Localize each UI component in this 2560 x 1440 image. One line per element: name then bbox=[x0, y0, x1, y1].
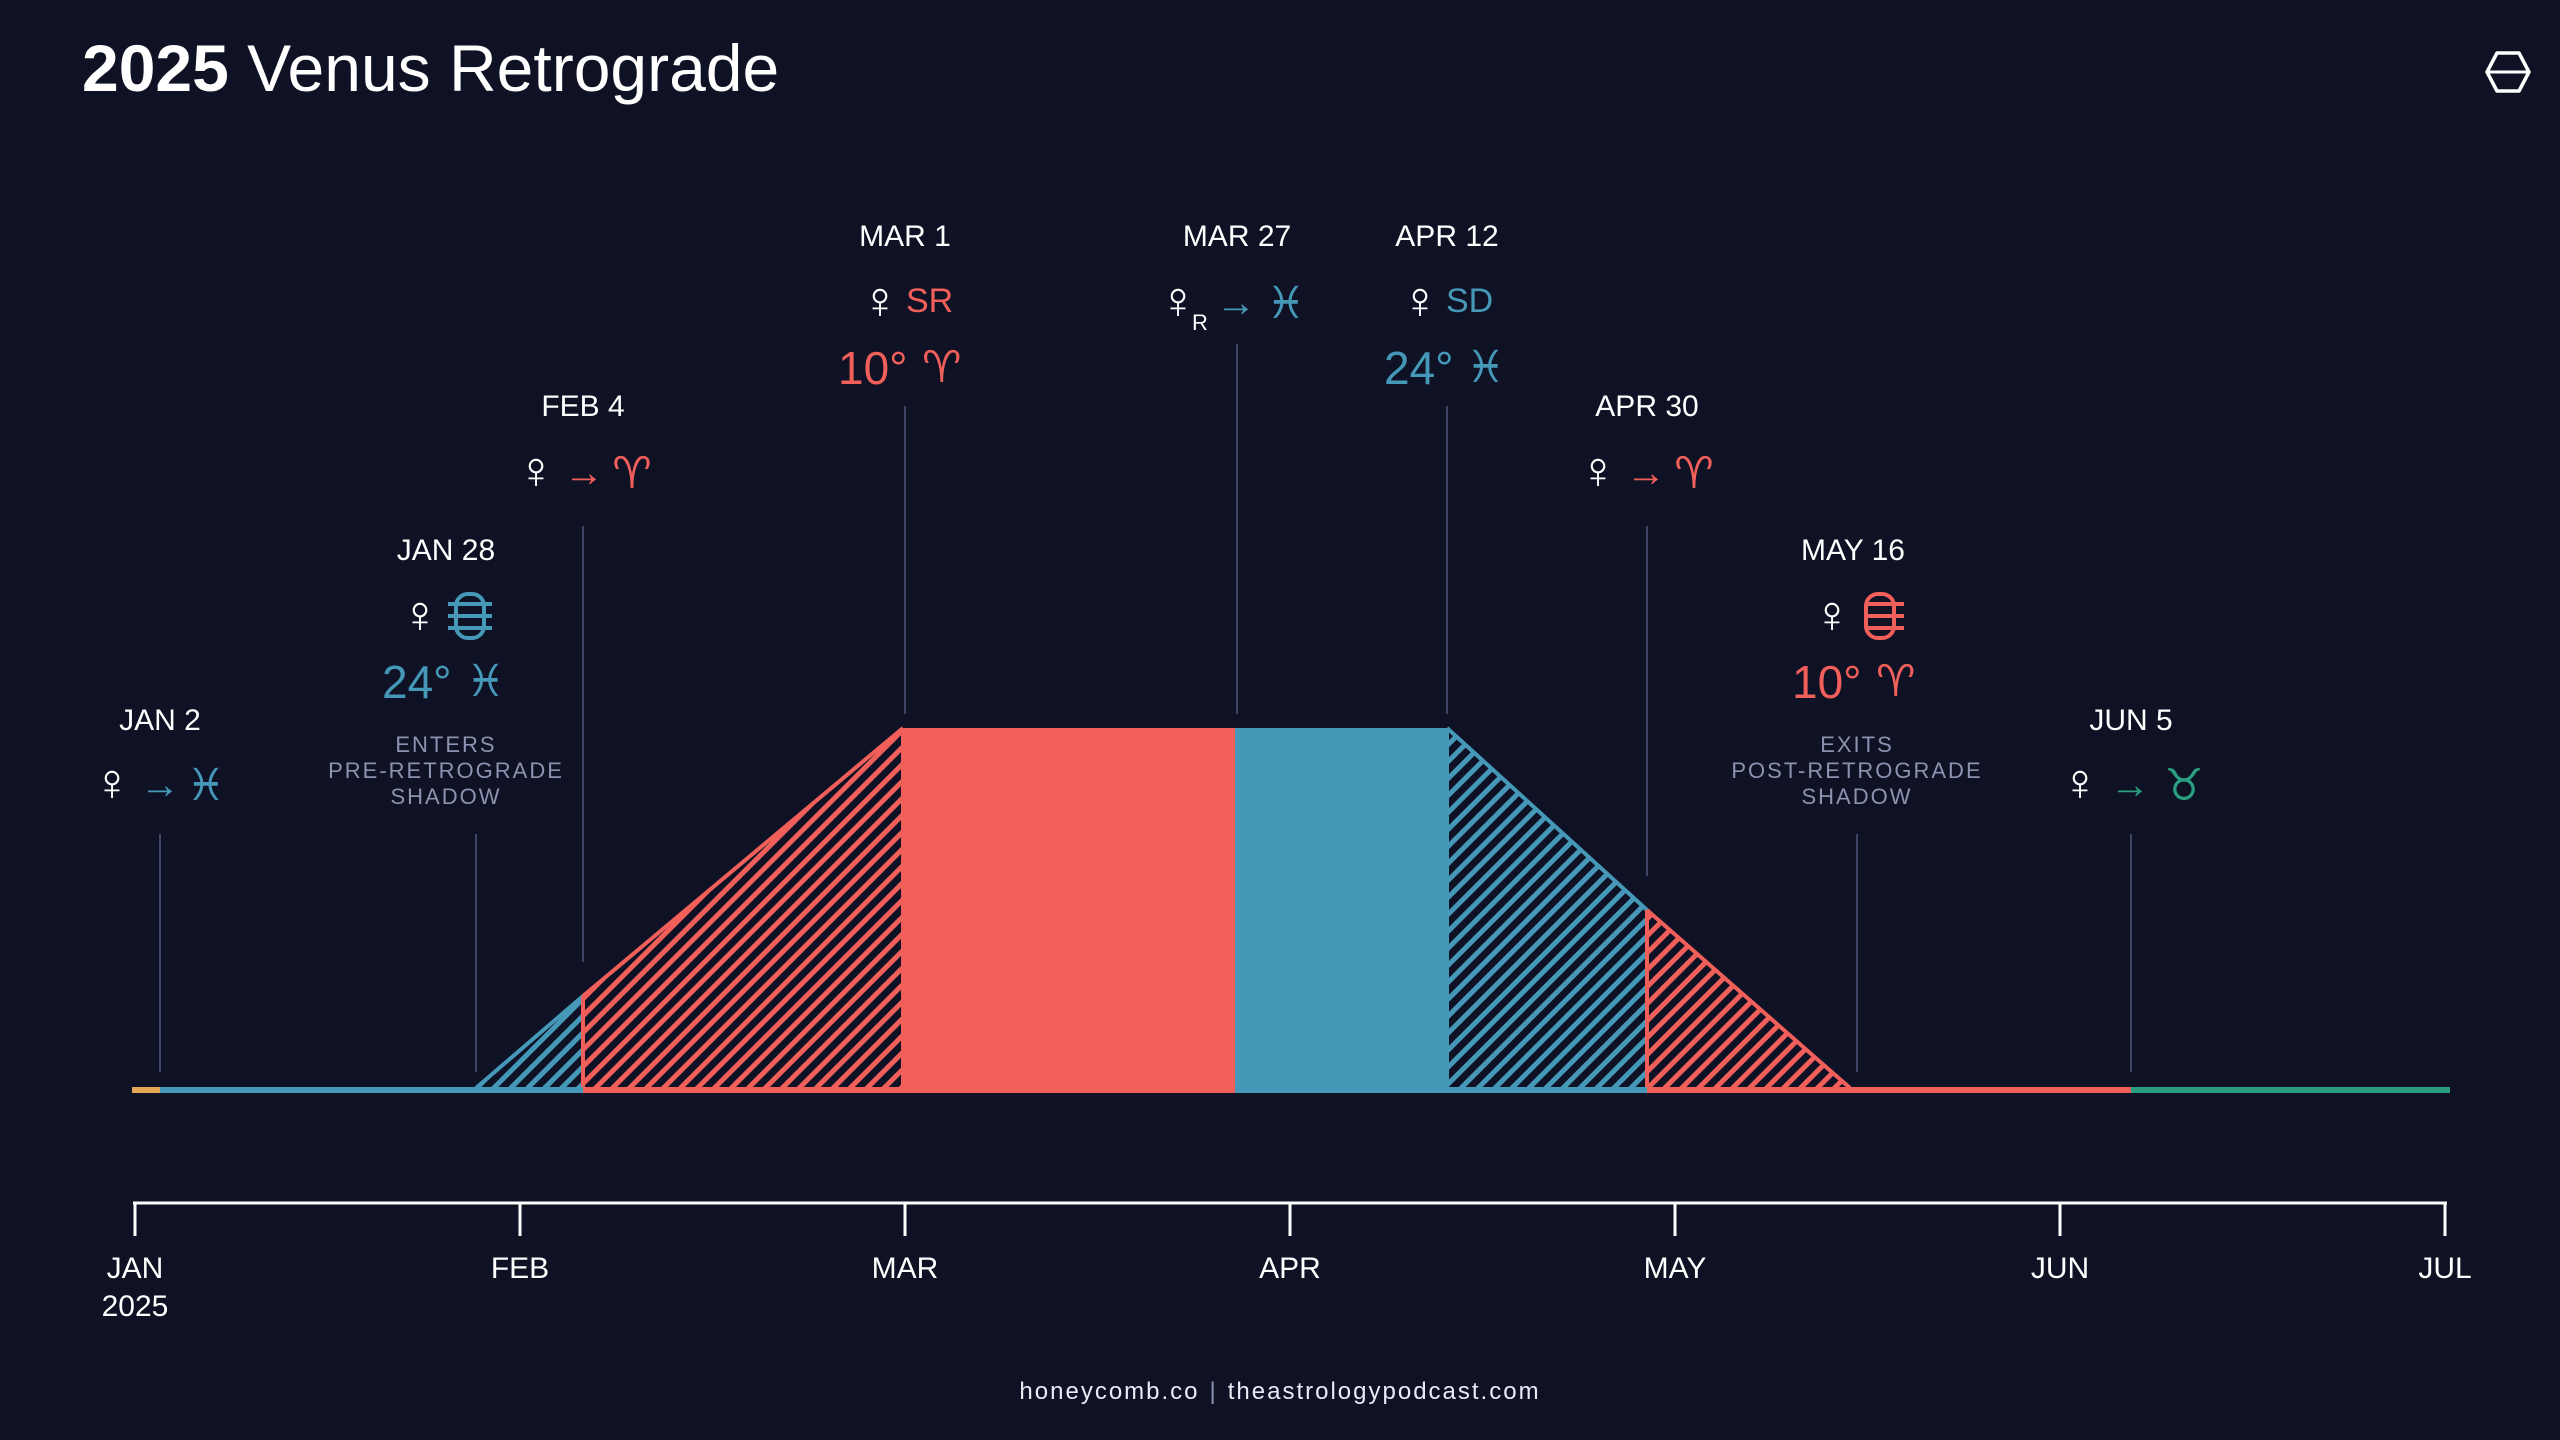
month-label-jul: JUL bbox=[2418, 1252, 2471, 1285]
event-labels: JAN 2 ♀ → ♓ JAN 28 ♀ 24° ♓ ENTERS PRE-RE… bbox=[93, 220, 2204, 812]
venus-icon: ♀ bbox=[1813, 586, 1852, 644]
title-year: 2025 bbox=[82, 31, 229, 105]
venus-retrograde-icon: ♀ bbox=[1159, 272, 1198, 330]
event-date: MAY 16 bbox=[1801, 534, 1905, 567]
event-note-line: SHADOW bbox=[1802, 784, 1913, 809]
aries-icon: ♈ bbox=[1674, 449, 1713, 498]
event-date: JUN 5 bbox=[2089, 704, 2172, 737]
venus-icon: ♀ bbox=[401, 586, 440, 644]
title-text: Venus Retrograde bbox=[247, 31, 780, 105]
event-date: FEB 4 bbox=[541, 390, 624, 423]
pre-shadow-edge-blue bbox=[474, 994, 585, 1090]
pisces-icon: ♓ bbox=[186, 761, 225, 810]
pisces-icon: ♓ bbox=[1466, 343, 1505, 392]
event-date: JAN 2 bbox=[119, 704, 201, 737]
pisces-icon: ♓ bbox=[1266, 279, 1305, 328]
retrograde-shape bbox=[474, 726, 1852, 1090]
event-date: APR 30 bbox=[1595, 390, 1698, 423]
event-degree: 10° bbox=[838, 342, 908, 394]
arrow-icon: → bbox=[1216, 281, 1256, 325]
month-axis: JAN 2025 FEB MAR APR MAY JUN JUL bbox=[102, 1201, 2472, 1323]
event-date: APR 12 bbox=[1395, 220, 1498, 253]
axis-ticks bbox=[133, 1203, 2447, 1236]
station-status: SR bbox=[906, 282, 953, 320]
post-shadow-pisces-hatch bbox=[1447, 728, 1647, 1088]
footer-separator: | bbox=[1209, 1378, 1218, 1405]
month-label-jan: JAN bbox=[107, 1252, 164, 1285]
arrow-icon: → bbox=[564, 451, 604, 495]
event-date: MAR 27 bbox=[1183, 220, 1291, 253]
event-mar1: MAR 1 ♀ SR 10° ♈ bbox=[838, 220, 961, 394]
aries-icon: ♈ bbox=[1876, 657, 1915, 706]
event-feb4: FEB 4 ♀ → ♈ bbox=[517, 390, 652, 500]
aries-icon: ♈ bbox=[922, 343, 961, 392]
month-label-apr: APR bbox=[1259, 1252, 1321, 1285]
venus-icon: ♀ bbox=[861, 272, 900, 330]
event-jun5: JUN 5 ♀ → ♉ bbox=[2061, 704, 2204, 812]
event-apr30: APR 30 ♀ → ♈ bbox=[1579, 390, 1714, 500]
arrow-icon: → bbox=[2110, 763, 2150, 807]
event-jan28: JAN 28 ♀ 24° ♓ ENTERS PRE-RETROGRADE SHA… bbox=[328, 534, 564, 809]
event-date: MAR 1 bbox=[859, 220, 951, 253]
month-label-may: MAY bbox=[1644, 1252, 1707, 1285]
retrograde-subscript: R bbox=[1192, 310, 1208, 335]
venus-icon: ♀ bbox=[93, 754, 132, 812]
event-note-line: SHADOW bbox=[391, 784, 502, 809]
honeycomb-logo-icon bbox=[2485, 51, 2531, 93]
event-jan2: JAN 2 ♀ → ♓ bbox=[93, 704, 226, 812]
venus-icon: ♀ bbox=[1579, 442, 1618, 500]
retrograde-aries-block bbox=[903, 728, 1235, 1088]
event-date: JAN 28 bbox=[397, 534, 495, 567]
event-degree: 10° bbox=[1792, 656, 1862, 708]
retrograde-pisces-block bbox=[1235, 728, 1447, 1088]
event-degree: 24° bbox=[1384, 342, 1454, 394]
event-note-line: EXITS bbox=[1820, 732, 1894, 757]
footer-link-astrology-podcast[interactable]: theastrologypodcast.com bbox=[1227, 1378, 1541, 1405]
event-note-line: POST-RETROGRADE bbox=[1731, 758, 1982, 783]
post-shadow-edge-red bbox=[1645, 908, 1852, 1090]
month-label-mar: MAR bbox=[872, 1252, 939, 1285]
event-mar27: MAR 27 ♀ R → ♓ bbox=[1159, 220, 1306, 335]
event-note-line: PRE-RETROGRADE bbox=[328, 758, 564, 783]
event-apr12: APR 12 ♀ SD 24° ♓ bbox=[1384, 220, 1505, 394]
venus-icon: ♀ bbox=[517, 442, 556, 500]
year-label: 2025 bbox=[102, 1290, 169, 1323]
aries-icon: ♈ bbox=[612, 449, 651, 498]
footer-link-honeycomb[interactable]: honeycomb.co bbox=[1019, 1378, 1200, 1405]
venus-icon: ♀ bbox=[2061, 754, 2100, 812]
taurus-icon: ♉ bbox=[2164, 761, 2203, 810]
shadow-exit-icon bbox=[1864, 592, 1904, 640]
pre-shadow-aries-hatch bbox=[583, 728, 903, 1088]
pisces-icon: ♓ bbox=[466, 657, 505, 706]
month-label-jun: JUN bbox=[2031, 1252, 2089, 1285]
station-status: SD bbox=[1446, 282, 1493, 320]
month-label-feb: FEB bbox=[491, 1252, 549, 1285]
venus-icon: ♀ bbox=[1401, 272, 1440, 330]
pre-shadow-edge-red bbox=[581, 726, 905, 998]
footer-credits: honeycomb.co | theastrologypodcast.com bbox=[0, 1378, 2560, 1406]
event-degree: 24° bbox=[382, 656, 452, 708]
post-shadow-edge-blue bbox=[1445, 726, 1649, 912]
arrow-icon: → bbox=[1626, 451, 1666, 495]
event-note-line: ENTERS bbox=[395, 732, 496, 757]
shadow-enter-icon bbox=[448, 592, 492, 640]
arrow-icon: → bbox=[140, 763, 180, 807]
event-may16: MAY 16 ♀ 10° ♈ EXITS POST-RETROGRADE SHA… bbox=[1731, 534, 1982, 809]
page-title: 2025 Venus Retrograde bbox=[82, 26, 779, 110]
leader-lines bbox=[159, 344, 2132, 1072]
